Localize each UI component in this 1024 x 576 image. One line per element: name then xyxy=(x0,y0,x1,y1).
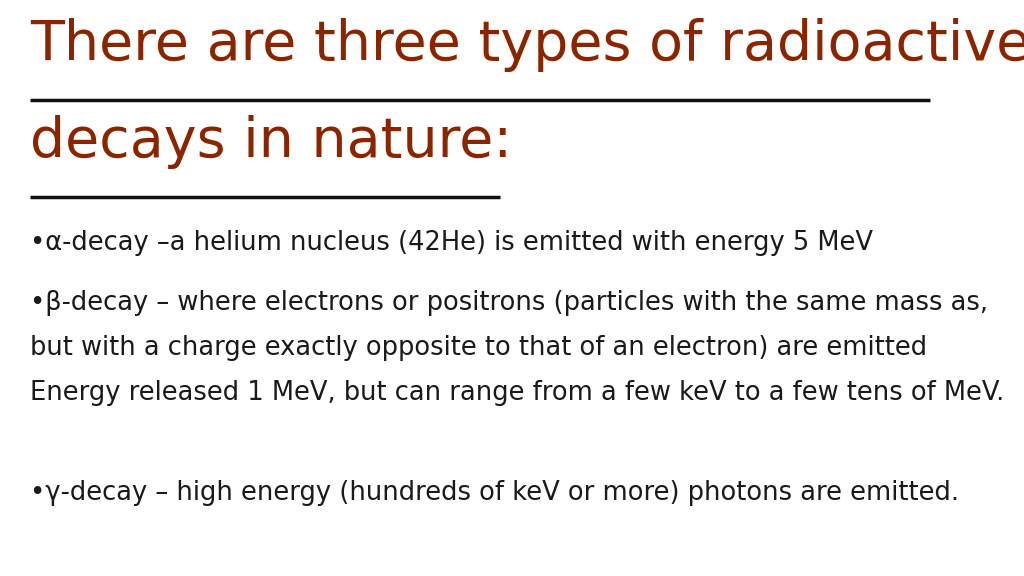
Text: decays in nature:: decays in nature: xyxy=(30,115,512,169)
Text: but with a charge exactly opposite to that of an electron) are emitted: but with a charge exactly opposite to th… xyxy=(30,335,927,361)
Text: •α-decay –a helium nucleus (42He) is emitted with energy 5 MeV: •α-decay –a helium nucleus (42He) is emi… xyxy=(30,230,873,256)
Text: •γ-decay – high energy (hundreds of keV or more) photons are emitted.: •γ-decay – high energy (hundreds of keV … xyxy=(30,480,959,506)
Text: Energy released 1 MeV, but can range from a few keV to a few tens of MeV.: Energy released 1 MeV, but can range fro… xyxy=(30,380,1005,406)
Text: •β-decay – where electrons or positrons (particles with the same mass as,: •β-decay – where electrons or positrons … xyxy=(30,290,988,316)
Text: There are three types of radioactive: There are three types of radioactive xyxy=(30,18,1024,72)
